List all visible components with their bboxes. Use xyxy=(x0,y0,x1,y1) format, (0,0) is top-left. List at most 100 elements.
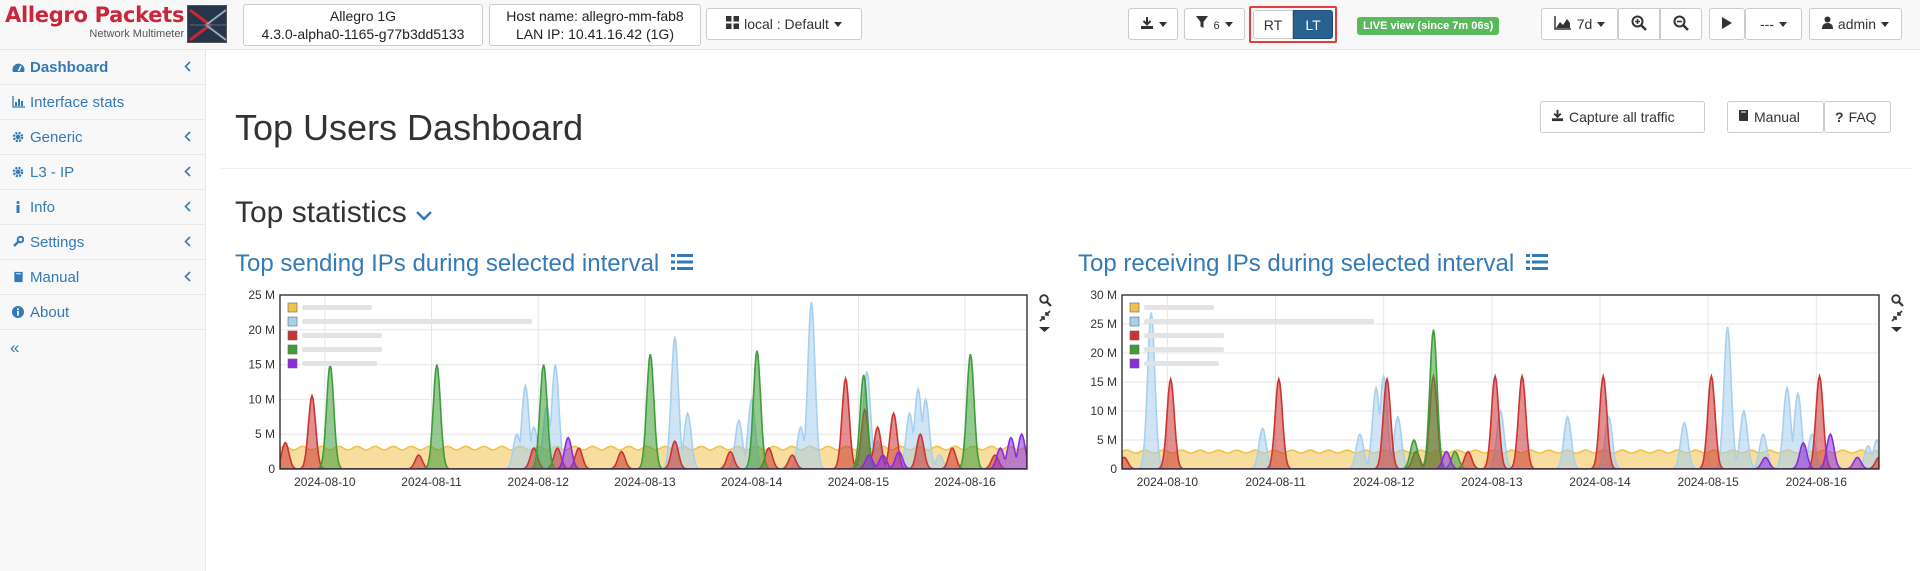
manual-label: Manual xyxy=(1754,109,1800,125)
brand[interactable]: Allegro Packets Network Multimeter xyxy=(5,3,184,40)
sidebar-item-label: Interface stats xyxy=(30,93,125,111)
x-tick-label: 2024-08-13 xyxy=(1461,475,1523,489)
host-name: Host name: allegro-mm-fab8 xyxy=(506,8,684,24)
legend-swatch xyxy=(1129,330,1140,341)
filter-count: 6 xyxy=(1213,19,1220,32)
sidebar-item-interface-stats[interactable]: Interface stats xyxy=(0,85,205,120)
chart-zoom-icon[interactable] xyxy=(1039,294,1052,307)
x-tick-label: 2024-08-11 xyxy=(401,475,462,489)
chart-compress-icon[interactable] xyxy=(1039,310,1051,322)
sidebar-item-generic[interactable]: Generic xyxy=(0,120,205,155)
sidebar-item-l3-ip[interactable]: L3 - IP xyxy=(0,155,205,190)
plot-frame xyxy=(279,294,1028,470)
legend-redacted-label xyxy=(1144,319,1374,324)
zoom-out-icon xyxy=(1673,15,1689,34)
sidebar: Dashboard Interface stats Generic L3 - IP In… xyxy=(0,50,206,571)
legend-redacted-label xyxy=(1144,333,1224,338)
zoom-out-button[interactable] xyxy=(1660,8,1702,40)
sending-chart-title-text: Top sending IPs during selected interval xyxy=(235,250,660,277)
gear-icon xyxy=(11,166,25,178)
filter-icon xyxy=(1196,16,1209,32)
chevron-down-icon xyxy=(1597,21,1606,27)
sidebar-item-info[interactable]: Info xyxy=(0,190,205,225)
x-tick-label: 2024-08-13 xyxy=(614,475,676,489)
chevron-down-icon xyxy=(1224,21,1233,27)
chart-compress-icon[interactable] xyxy=(1891,310,1903,322)
chart-zoom-icon[interactable] xyxy=(1891,294,1904,307)
sidebar-item-label: Dashboard xyxy=(30,58,109,76)
chart-options-caret-icon[interactable] xyxy=(1039,327,1050,332)
device-info: Allegro 1G 4.3.0-alpha0-1165-g77b3dd5133 xyxy=(243,4,483,46)
legend-redacted-label xyxy=(1144,361,1219,366)
chevron-down-icon xyxy=(415,196,433,230)
legend-redacted-label xyxy=(302,305,372,310)
profile-dropdown[interactable]: local : Default xyxy=(706,8,862,40)
receiving-ips-chart[interactable]: 0 5 M 10 M 15 M 20 M 25 M 30 M 2024-08-10 2024-0… xyxy=(1069,286,1919,571)
user-menu[interactable]: admin xyxy=(1809,8,1902,40)
host-info: Host name: allegro-mm-fab8 LAN IP: 10.41… xyxy=(489,4,701,46)
zoom-in-button[interactable] xyxy=(1618,8,1660,40)
chevron-left-icon xyxy=(184,269,191,285)
device-version: 4.3.0-alpha0-1165-g77b3dd5133 xyxy=(261,26,465,42)
info-circle-icon xyxy=(11,306,25,318)
play-icon xyxy=(1722,16,1732,32)
legend-swatch xyxy=(287,316,298,327)
dashboard-grid-icon xyxy=(726,16,740,32)
x-tick-label: 2024-08-11 xyxy=(1245,475,1306,489)
x-tick-label: 2024-08-14 xyxy=(1569,475,1631,489)
series-area xyxy=(280,432,1027,469)
chevron-left-icon xyxy=(184,234,191,250)
download-icon xyxy=(1140,16,1154,33)
series-area xyxy=(280,301,1027,469)
sending-ips-chart[interactable]: 0 5 M 10 M 15 M 20 M 25 M 2024-08-10 2024-08-11… xyxy=(227,286,1067,571)
x-tick-label: 2024-08-16 xyxy=(934,475,996,489)
x-tick-label: 2024-08-14 xyxy=(721,475,783,489)
time-range-dropdown[interactable]: 7d xyxy=(1541,8,1618,40)
list-icon[interactable] xyxy=(671,250,694,278)
y-tick-label: 20 M xyxy=(248,323,275,337)
chevron-left-icon xyxy=(184,164,191,180)
section-title[interactable]: Top statistics xyxy=(235,196,433,230)
chevron-down-icon xyxy=(1881,21,1890,27)
interval-dropdown[interactable]: --- xyxy=(1745,8,1802,40)
rt-lt-toggle: RT LT xyxy=(1249,6,1337,43)
x-tick-label: 2024-08-16 xyxy=(1786,475,1848,489)
user-label: admin xyxy=(1837,16,1877,32)
sidebar-collapse-button[interactable]: « xyxy=(10,337,20,357)
y-tick-label: 5 M xyxy=(1097,433,1117,447)
title-divider xyxy=(221,168,1911,169)
sidebar-item-label: About xyxy=(30,303,70,321)
legend-swatch xyxy=(1129,302,1140,313)
live-view-badge: LIVE view (since 7m 06s) xyxy=(1357,17,1500,35)
time-range-label: 7d xyxy=(1576,16,1593,32)
receiving-chart-title[interactable]: Top receiving IPs during selected interv… xyxy=(1078,250,1549,278)
sidebar-item-dashboard[interactable]: Dashboard xyxy=(0,50,205,85)
play-button[interactable] xyxy=(1709,8,1745,40)
gear-icon xyxy=(11,131,25,143)
legend-swatch xyxy=(1129,358,1140,369)
faq-button[interactable]: ? FAQ xyxy=(1824,101,1891,133)
series-area xyxy=(1122,373,1879,469)
download-dropdown[interactable] xyxy=(1128,8,1178,40)
rt-button[interactable]: RT xyxy=(1253,10,1293,39)
download-icon xyxy=(1551,109,1564,125)
sidebar-item-manual[interactable]: Manual xyxy=(0,260,205,295)
y-tick-label: 0 xyxy=(268,462,275,476)
sending-chart-title[interactable]: Top sending IPs during selected interval xyxy=(235,250,694,278)
sidebar-item-about[interactable]: About xyxy=(0,295,205,330)
y-tick-label: 15 M xyxy=(1090,375,1117,389)
lt-button[interactable]: LT xyxy=(1293,10,1333,39)
book-icon xyxy=(1738,109,1749,125)
chart-options-caret-icon[interactable] xyxy=(1891,327,1902,332)
capture-all-traffic-button[interactable]: Capture all traffic xyxy=(1540,101,1705,133)
chevron-down-icon xyxy=(1779,21,1787,27)
legend-redacted-label xyxy=(302,361,377,366)
filter-dropdown[interactable]: 6 xyxy=(1184,8,1245,40)
y-tick-label: 0 xyxy=(1110,462,1117,476)
y-tick-label: 30 M xyxy=(1090,288,1117,302)
interval-label: --- xyxy=(1760,16,1774,32)
list-icon[interactable] xyxy=(1526,250,1549,278)
x-tick-label: 2024-08-15 xyxy=(828,475,890,489)
manual-button[interactable]: Manual xyxy=(1727,101,1824,133)
sidebar-item-settings[interactable]: Settings xyxy=(0,225,205,260)
